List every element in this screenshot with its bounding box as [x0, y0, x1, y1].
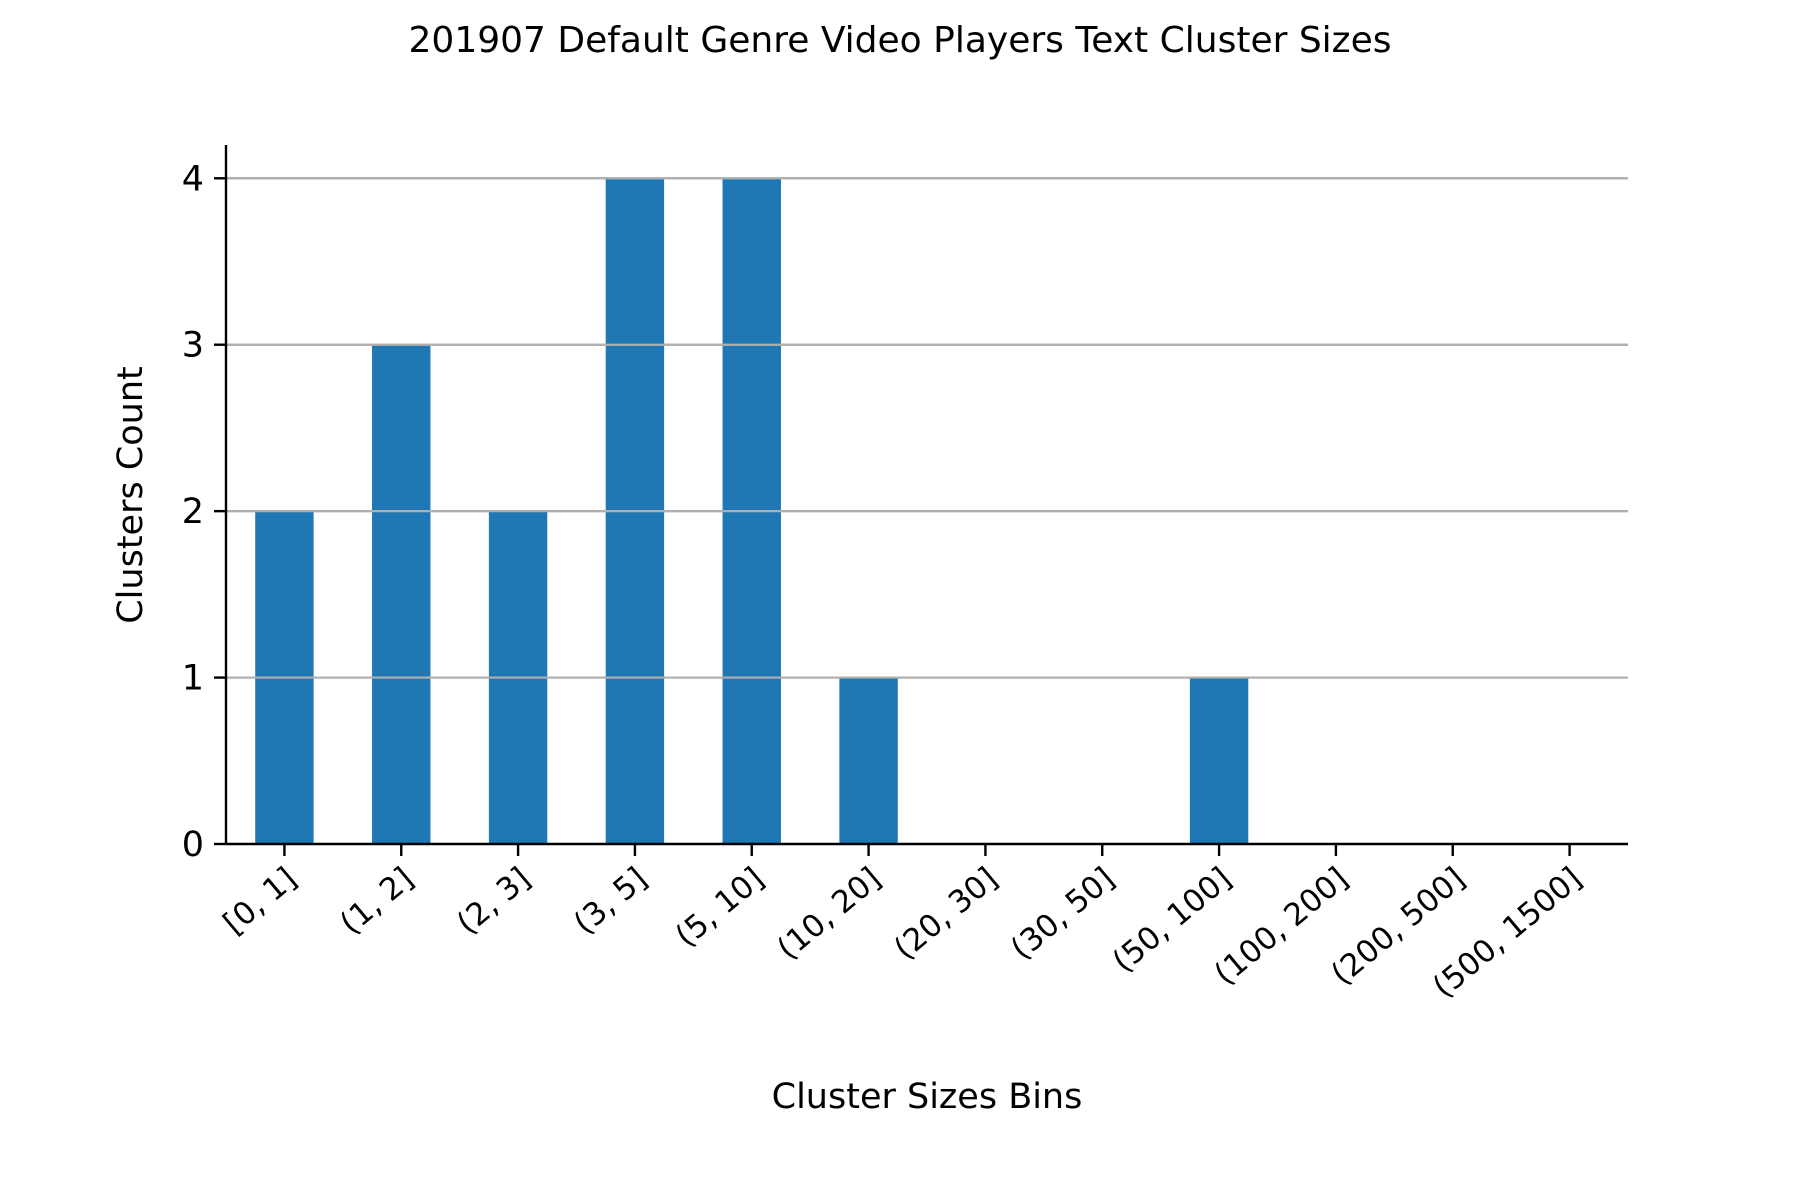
y-axis-label: Clusters Count	[111, 366, 151, 624]
x-axis-label: Cluster Sizes Bins	[772, 1077, 1083, 1117]
bar-1	[372, 344, 431, 844]
ytick-label-1: 1	[182, 659, 204, 699]
axes	[224, 145, 1628, 846]
xtick-label-3: (3, 5]	[567, 861, 654, 942]
chart-title: 201907 Default Genre Video Players Text …	[409, 20, 1392, 61]
ytick-label-4: 4	[182, 159, 204, 199]
x-axis-ticks: [0, 1] (1, 2] (2, 3] (3, 5] (5, 10] (10, 20](…	[217, 844, 1589, 1005]
xtick-label-7: (30, 50]	[1004, 861, 1121, 968]
ytick-label-2: 2	[182, 492, 204, 532]
xtick-label-4: (5, 10]	[669, 861, 771, 955]
grid-lines	[226, 177, 1628, 679]
bar-5	[839, 677, 898, 844]
ytick-label-3: 3	[182, 326, 204, 366]
xtick-label-5: (10, 20]	[771, 861, 888, 968]
bar-8	[1189, 677, 1249, 844]
ytick-label-0: 0	[182, 825, 204, 865]
xtick-label-2: (2, 3]	[450, 861, 537, 942]
xtick-label-6: (20, 30]	[887, 861, 1004, 968]
xtick-label-1: (1, 2]	[333, 861, 420, 942]
y-axis-ticks: 0 1 2 3 4	[182, 159, 226, 865]
bars	[226, 177, 1628, 845]
xtick-label-0: [0, 1]	[217, 861, 304, 942]
